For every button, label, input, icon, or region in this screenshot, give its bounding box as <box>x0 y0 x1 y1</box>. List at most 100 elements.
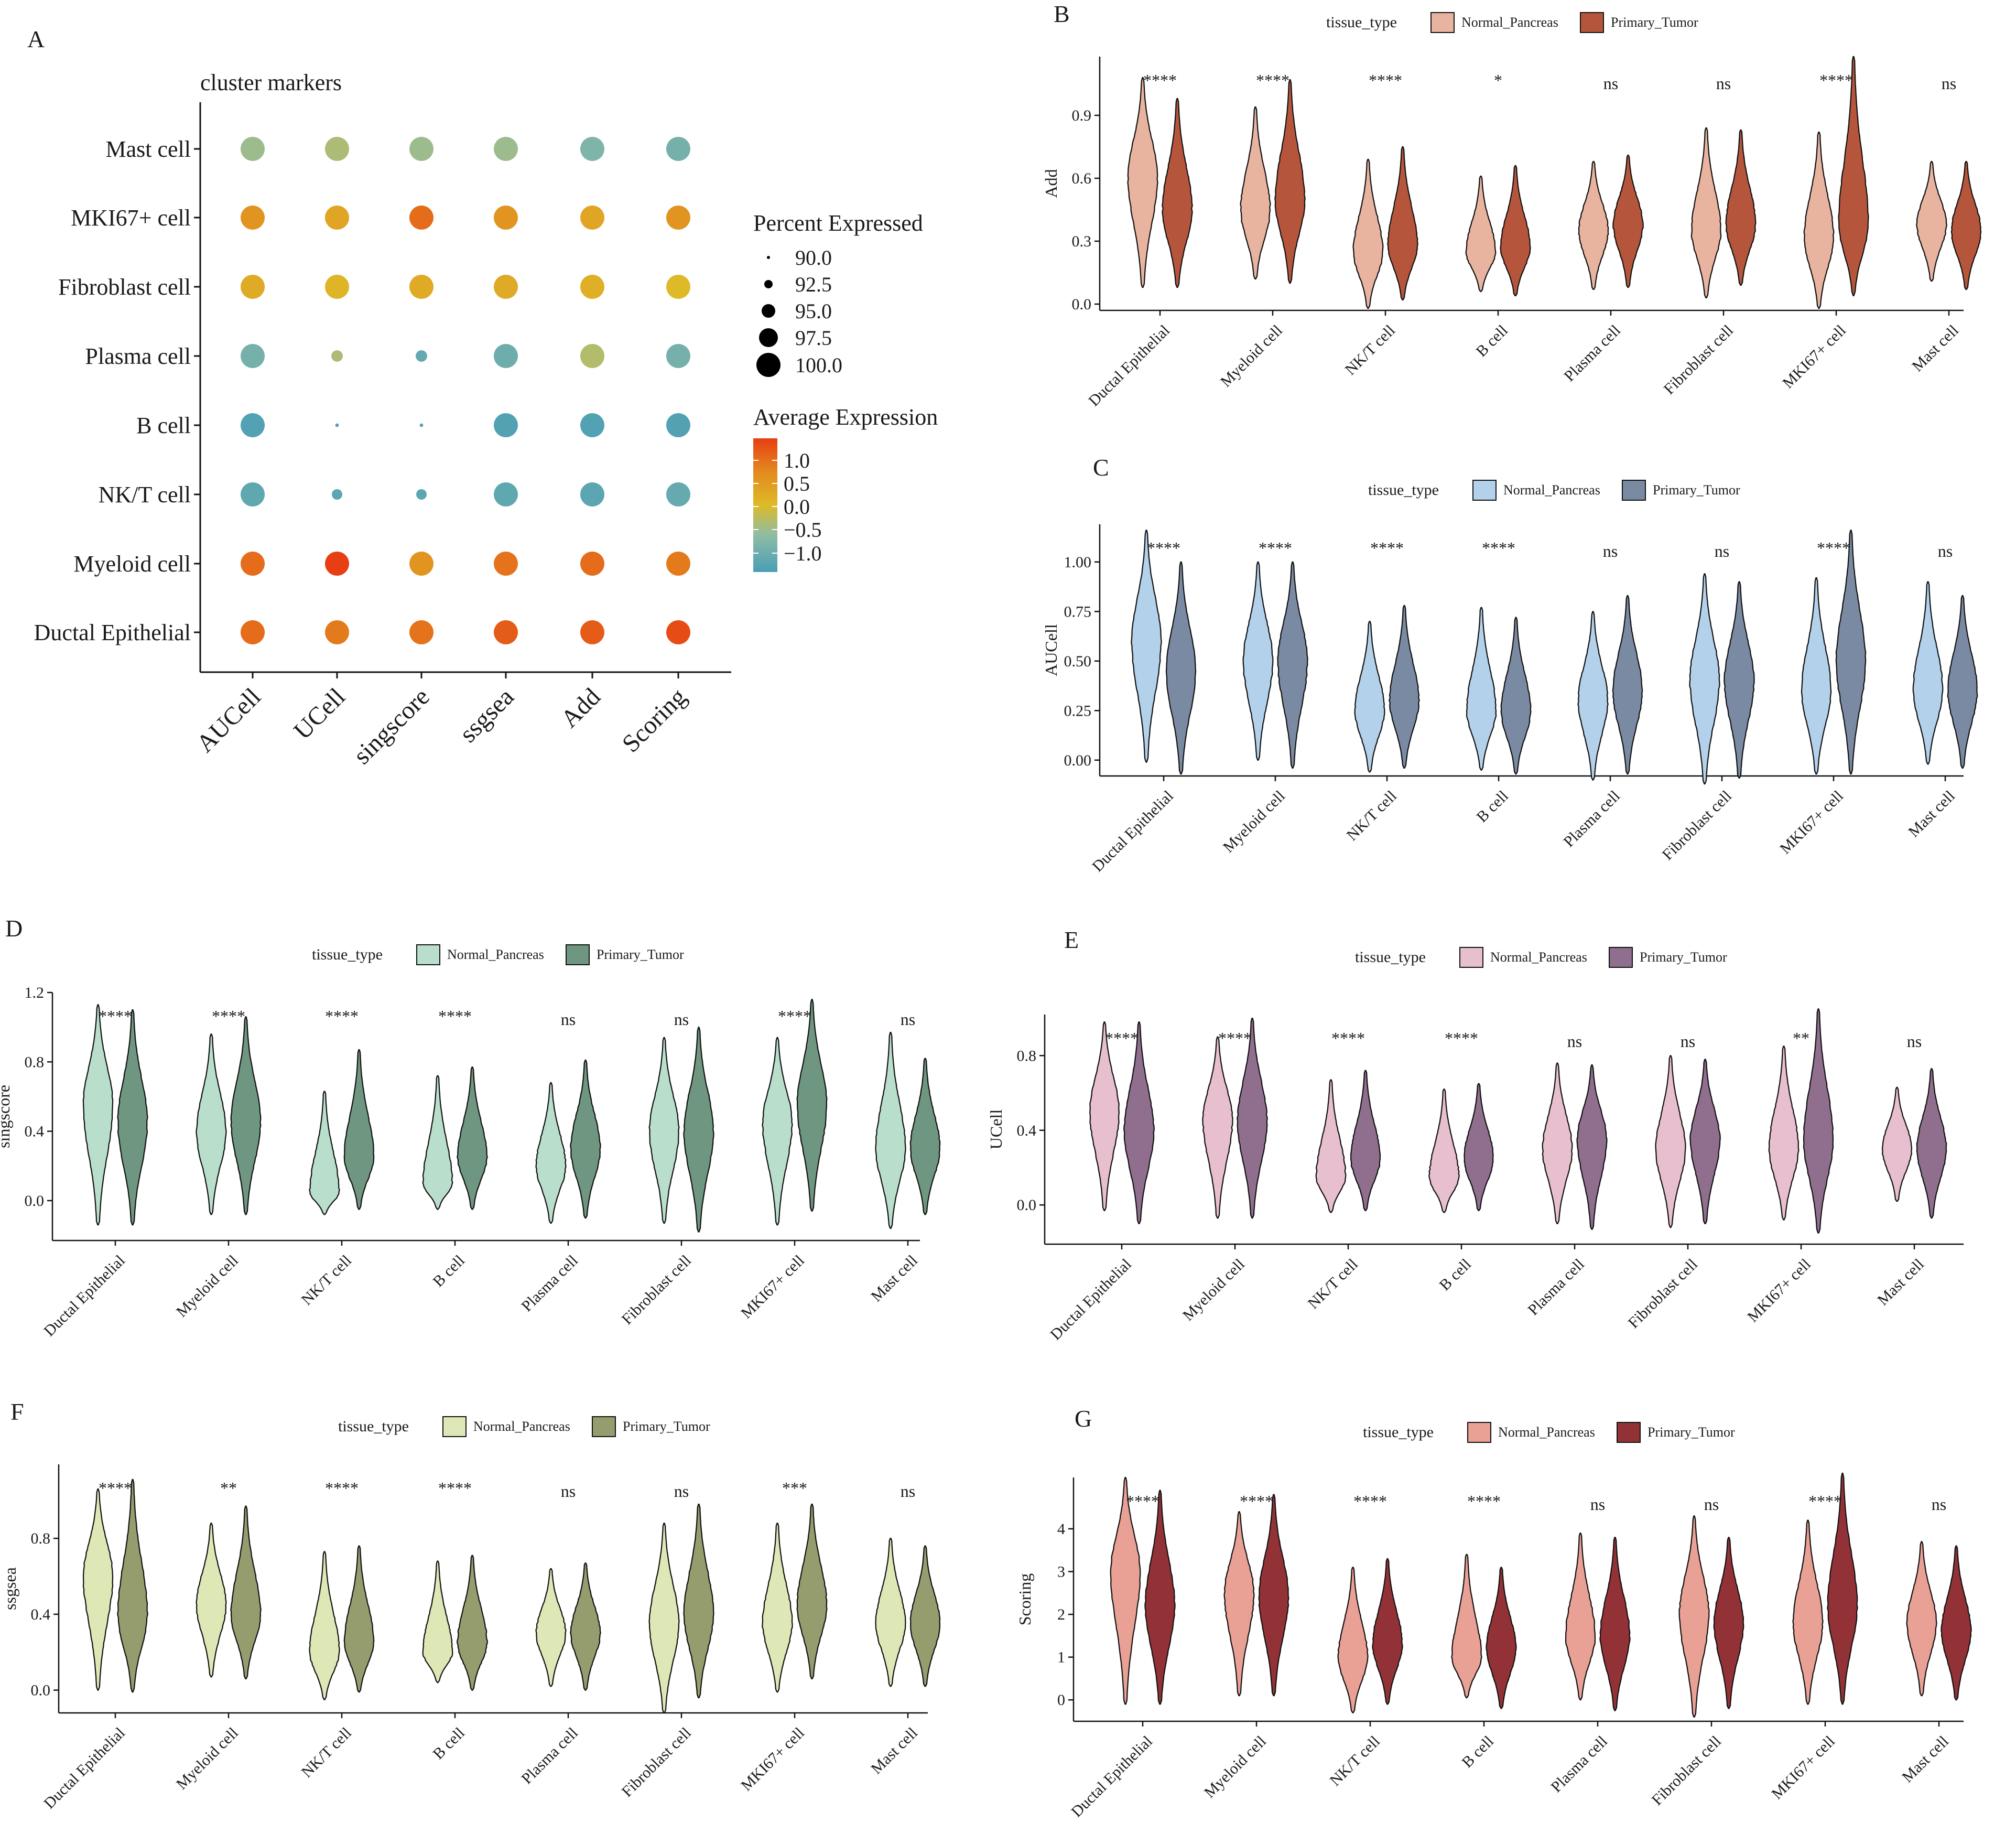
x-tick-label: NK/T cell <box>1327 1733 1383 1789</box>
dot-point <box>580 275 604 299</box>
dot-point <box>666 552 690 576</box>
dot-point <box>409 275 433 299</box>
significance-label: **** <box>438 1479 472 1497</box>
significance-label: **** <box>1445 1029 1478 1048</box>
violin-tumor <box>1689 1059 1721 1224</box>
y-tick-label: 1.00 <box>1064 554 1092 571</box>
violin-tumor <box>1350 1070 1381 1211</box>
size-legend-dot <box>762 304 775 318</box>
violin-tumor <box>1803 1008 1834 1234</box>
y-axis-label: UCell <box>987 1109 1005 1150</box>
x-tick-label: Ductal Epithelial <box>1085 322 1173 410</box>
dot-point <box>409 552 433 576</box>
significance-label: ns <box>1590 1495 1605 1514</box>
significance-label: ns <box>1603 74 1618 93</box>
violin-tumor <box>1724 581 1755 779</box>
violin-tumor <box>1576 1064 1608 1230</box>
y-tick-label: 0.25 <box>1064 702 1092 719</box>
violin-normal <box>875 1032 906 1229</box>
violin-tumor <box>1144 1490 1176 1705</box>
y-tick-label: Ductal Epithelial <box>34 620 191 645</box>
y-tick-label: 2 <box>1057 1606 1065 1623</box>
dot-point <box>494 413 518 437</box>
violin-tumor <box>683 1027 714 1233</box>
violin-normal <box>1912 581 1944 765</box>
violin-tumor <box>1599 1537 1631 1711</box>
significance-label: ** <box>220 1479 237 1497</box>
x-tick-label: Mast cell <box>1874 1256 1927 1309</box>
violin-tumor <box>1389 605 1420 769</box>
dot-point <box>494 482 518 506</box>
significance-label: **** <box>1482 538 1515 557</box>
dot-point <box>325 137 349 161</box>
significance-label: **** <box>1331 1029 1365 1048</box>
y-tick-label: 0.0 <box>1072 296 1092 313</box>
violin-tumor <box>570 1562 601 1691</box>
significance-label: **** <box>1467 1492 1501 1511</box>
legend-label-normal: Normal_Pancreas <box>1498 1425 1595 1440</box>
x-tick-label: Plasma cell <box>1560 788 1623 851</box>
size-legend-dot <box>764 280 773 288</box>
violin-normal <box>82 1488 114 1691</box>
dot-point <box>580 206 604 230</box>
violin-normal <box>1110 1476 1141 1705</box>
y-tick-label: 0.4 <box>1017 1122 1037 1139</box>
color-legend-value: −1.0 <box>784 542 822 565</box>
violin-tumor <box>117 1479 148 1693</box>
violin-tumor <box>796 999 828 1212</box>
size-legend-dot <box>759 328 778 347</box>
dot-point <box>241 206 265 230</box>
significance-label: **** <box>778 1007 811 1026</box>
panel-c: C 0.00 0.25 0.50 0.75 1.00 AUCell tissue_type No… <box>1042 454 1978 875</box>
dot-point <box>666 620 690 644</box>
dot-point <box>241 413 265 437</box>
violin-normal <box>1577 611 1609 781</box>
violin-normal <box>1089 1021 1120 1211</box>
legend-title: tissue_type <box>1355 948 1426 966</box>
dot-point <box>666 482 690 506</box>
violin-normal <box>648 1523 680 1714</box>
x-tick-label: singscore <box>348 683 435 770</box>
violin-normal <box>535 1568 567 1687</box>
significance-label: **** <box>99 1007 132 1026</box>
dot-point <box>241 137 265 161</box>
x-tick-label: Mast cell <box>1899 1733 1952 1786</box>
violin-tumor <box>1165 561 1197 775</box>
x-tick-label: Myeloid cell <box>173 1724 242 1793</box>
significance-label: ** <box>1793 1029 1809 1048</box>
violin-tumor <box>1162 98 1193 288</box>
violin-tumor <box>909 1545 941 1687</box>
violin-tumor <box>1612 154 1644 288</box>
violin-tumor <box>1725 129 1757 286</box>
x-tick-label: NK/T cell <box>1343 788 1400 844</box>
y-axis-label: Add <box>1042 169 1060 198</box>
y-tick-label: 0.4 <box>31 1606 51 1623</box>
violin-tumor <box>1277 561 1308 769</box>
panel-label-e: E <box>1064 926 1079 953</box>
violin-normal <box>1906 1541 1937 1697</box>
dot-point <box>409 137 433 161</box>
significance-label: **** <box>1256 71 1289 90</box>
color-legend-value: 0.5 <box>784 472 810 495</box>
violin-tumor <box>230 1505 262 1679</box>
violin-tumor <box>796 1503 828 1679</box>
y-tick-label: 0.8 <box>31 1530 51 1547</box>
y-tick-label: Myeloid cell <box>73 551 191 577</box>
violin-tumor <box>1838 56 1869 297</box>
significance-label: **** <box>438 1007 472 1026</box>
violin-normal <box>1131 530 1162 763</box>
legend-label-normal: Normal_Pancreas <box>1490 950 1587 965</box>
significance-label: **** <box>1819 71 1853 90</box>
x-tick-label: NK/T cell <box>1305 1256 1361 1312</box>
legend-label-tumor: Primary_Tumor <box>1611 15 1698 30</box>
dot-point <box>325 620 349 644</box>
x-tick-label: MKI67+ cell <box>1768 1733 1838 1803</box>
significance-label: **** <box>325 1479 359 1497</box>
legend-title: tissue_type <box>1326 14 1397 31</box>
dot-point <box>241 620 265 644</box>
significance-label: **** <box>1259 538 1292 557</box>
x-tick-label: Fibroblast cell <box>1661 322 1737 398</box>
violin-normal <box>1451 1554 1482 1699</box>
